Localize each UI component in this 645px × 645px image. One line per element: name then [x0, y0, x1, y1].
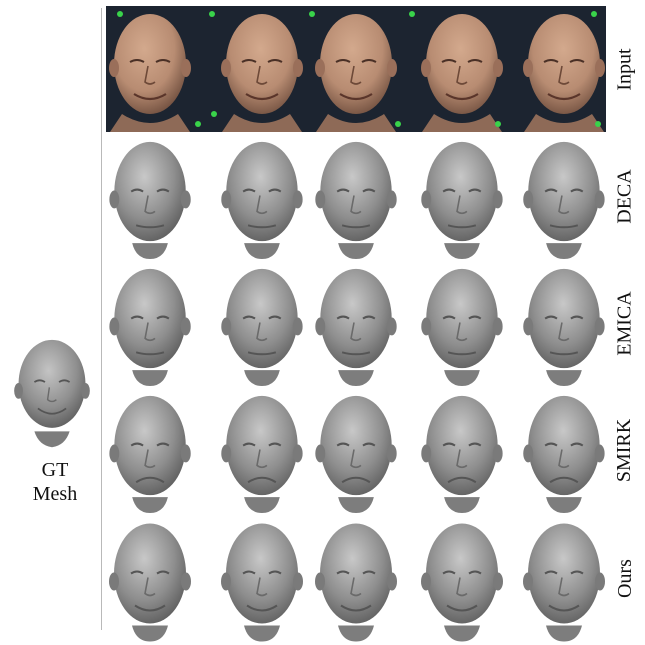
row-label-emica: EMICA [606, 261, 644, 386]
mesh-head-icon [421, 141, 503, 259]
mesh-result-1 [106, 388, 206, 513]
row-label-deca: DECA [606, 134, 644, 259]
row-label-ours: Ours [606, 515, 644, 642]
mesh-result-4 [406, 515, 506, 642]
mesh-head-icon [523, 523, 605, 642]
mesh-head-icon [109, 523, 191, 642]
gt-mesh-image [8, 330, 96, 450]
row-ours [106, 515, 606, 642]
mesh-head-icon [221, 141, 303, 259]
mesh-head-icon [315, 523, 397, 642]
mesh-head-icon [523, 395, 605, 513]
mesh-result-5 [506, 134, 606, 259]
mesh-head-icon [421, 395, 503, 513]
mesh-head-icon [315, 141, 397, 259]
mesh-head-icon [523, 268, 605, 386]
input-photo-1 [106, 6, 206, 132]
mesh-head-icon [221, 395, 303, 513]
vertical-divider [101, 8, 102, 630]
gt-mesh-head-icon [14, 339, 90, 448]
mesh-result-3 [306, 134, 406, 259]
row-label-text: Input [613, 47, 636, 91]
input-photo-face-icon [106, 6, 206, 132]
mesh-result-2 [206, 515, 306, 642]
input-photo-3 [306, 6, 406, 132]
row-label-text: EMICA [613, 291, 636, 356]
mesh-result-3 [306, 515, 406, 642]
row-emica [106, 261, 606, 386]
mesh-result-1 [106, 261, 206, 386]
mesh-head-icon [315, 268, 397, 386]
mesh-result-3 [306, 388, 406, 513]
row-label-smirk: SMIRK [606, 388, 644, 513]
mesh-head-icon [523, 141, 605, 259]
row-label-text: DECA [613, 169, 636, 224]
gt-label: GT Mesh [0, 458, 110, 506]
mesh-result-2 [206, 388, 306, 513]
row-smirk [106, 388, 606, 513]
mesh-head-icon [421, 523, 503, 642]
input-photo-face-icon [506, 6, 606, 132]
mesh-head-icon [221, 523, 303, 642]
input-photo-5 [506, 6, 606, 132]
input-photo-4 [406, 6, 506, 132]
input-photo-face-icon [406, 6, 506, 132]
input-photo-2 [206, 6, 306, 132]
mesh-head-icon [109, 268, 191, 386]
mesh-result-1 [106, 134, 206, 259]
row-input [106, 6, 606, 132]
input-photo-face-icon [306, 6, 406, 132]
row-label-text: SMIRK [613, 418, 636, 483]
row-deca [106, 134, 606, 259]
mesh-head-icon [109, 395, 191, 513]
mesh-result-1 [106, 515, 206, 642]
gt-label-line1: GT [41, 459, 69, 481]
mesh-head-icon [221, 268, 303, 386]
comparison-grid [106, 6, 606, 642]
input-photo-face-icon [206, 6, 306, 132]
row-label-input: Input [606, 6, 644, 132]
mesh-result-4 [406, 134, 506, 259]
mesh-result-5 [506, 515, 606, 642]
mesh-result-5 [506, 261, 606, 386]
mesh-head-icon [315, 395, 397, 513]
mesh-result-5 [506, 388, 606, 513]
mesh-result-4 [406, 261, 506, 386]
mesh-head-icon [421, 268, 503, 386]
mesh-result-4 [406, 388, 506, 513]
mesh-result-3 [306, 261, 406, 386]
gt-label-line2: Mesh [32, 483, 78, 505]
mesh-result-2 [206, 261, 306, 386]
row-label-text: Ours [613, 559, 636, 598]
mesh-head-icon [109, 141, 191, 259]
mesh-result-2 [206, 134, 306, 259]
